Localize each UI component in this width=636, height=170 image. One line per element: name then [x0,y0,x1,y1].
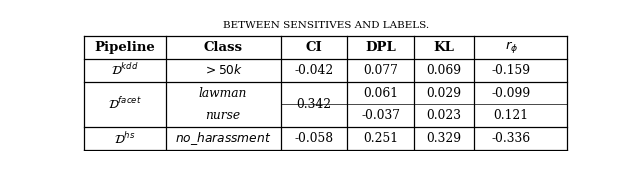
Text: -0.037: -0.037 [361,109,400,122]
Text: 0.029: 0.029 [427,87,462,100]
Text: Class: Class [204,41,242,54]
Text: $\mathit{no\_harassment}$: $\mathit{no\_harassment}$ [175,130,271,147]
Text: BETWEEN SENSITIVES AND LABELS.: BETWEEN SENSITIVES AND LABELS. [223,21,429,30]
Text: KL: KL [434,41,455,54]
Text: 0.329: 0.329 [427,132,462,145]
Text: $\mathcal{D}^{hs}$: $\mathcal{D}^{hs}$ [114,131,136,147]
Text: 0.251: 0.251 [363,132,398,145]
Text: -0.042: -0.042 [294,64,333,77]
Text: nurse: nurse [205,109,240,122]
Text: -0.099: -0.099 [492,87,531,100]
Text: $> 50k$: $> 50k$ [203,63,243,77]
Text: -0.336: -0.336 [492,132,531,145]
Text: 0.061: 0.061 [363,87,398,100]
Text: -0.159: -0.159 [492,64,531,77]
Text: CI: CI [305,41,322,54]
Text: 0.121: 0.121 [494,109,529,122]
Text: $\mathcal{D}^{facet}$: $\mathcal{D}^{facet}$ [108,97,142,112]
Text: $\mathcal{D}^{kdd}$: $\mathcal{D}^{kdd}$ [111,62,139,78]
Text: 0.023: 0.023 [427,109,462,122]
Text: 0.342: 0.342 [296,98,331,111]
Text: lawman: lawman [199,87,247,100]
Text: 0.069: 0.069 [427,64,462,77]
Text: $r_{\phi}$: $r_{\phi}$ [504,39,518,55]
Text: Pipeline: Pipeline [95,41,155,54]
Text: DPL: DPL [365,41,396,54]
Text: 0.077: 0.077 [363,64,398,77]
Text: -0.058: -0.058 [294,132,333,145]
